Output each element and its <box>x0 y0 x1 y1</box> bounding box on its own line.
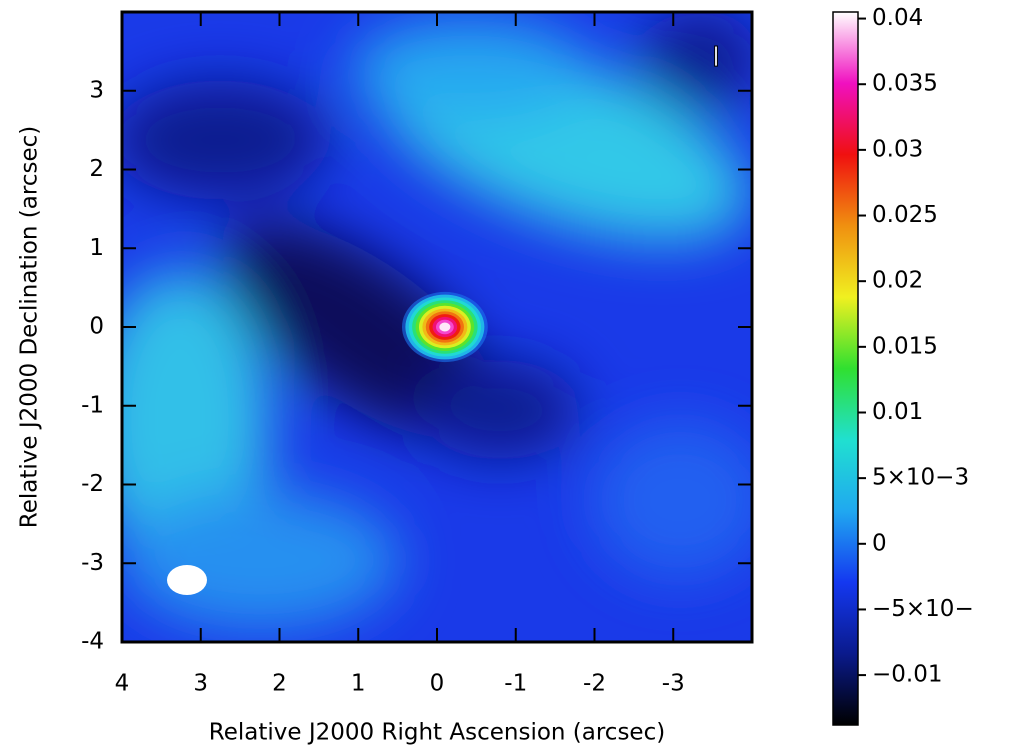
y-tick-label: 0 <box>89 314 104 340</box>
colorbar-tick-label: 0.015 <box>872 333 938 359</box>
colorbar-tick-label: 0.03 <box>872 136 923 162</box>
source-group <box>401 291 488 363</box>
x-tick-label: 0 <box>430 671 445 697</box>
colorbar-tick-label: 5×10−3 <box>872 465 969 491</box>
colorbar-tick-label: 0.04 <box>872 5 923 31</box>
y-tick-label: -3 <box>81 550 104 576</box>
colorbar-tick-label: 0.025 <box>872 202 938 228</box>
y-tick-label: 2 <box>89 156 104 182</box>
colorbar <box>832 11 859 726</box>
y-axis-label: Relative J2000 Declination (arcsec) <box>17 126 43 528</box>
colorbar-tick-label: 0.035 <box>872 71 938 97</box>
colorbar-tick-label: 0 <box>872 530 887 556</box>
x-tick-label: 4 <box>115 671 130 697</box>
stokes-label: I <box>712 40 720 73</box>
colorbar-tick-label: −5×10− <box>872 596 974 622</box>
colorbar-tick-label: 0.02 <box>872 268 923 294</box>
x-tick-label: -1 <box>504 671 527 697</box>
colorbar-tick-label: 0.01 <box>872 399 923 425</box>
beam <box>167 565 207 595</box>
y-tick-label: -4 <box>81 629 104 655</box>
x-tick-label: -3 <box>662 671 685 697</box>
y-tick-label: -1 <box>81 392 104 418</box>
image-background <box>122 12 752 642</box>
source-peak <box>439 322 451 332</box>
x-tick-label: 2 <box>272 671 287 697</box>
colorbar-tick-label: −0.01 <box>872 662 942 688</box>
x-tick-label: 3 <box>193 671 208 697</box>
x-tick-label: -2 <box>583 671 606 697</box>
x-axis-label: Relative J2000 Right Ascension (arcsec) <box>209 720 665 746</box>
y-tick-label: -2 <box>81 471 104 497</box>
x-tick-label: 1 <box>351 671 366 697</box>
y-tick-label: 1 <box>89 235 104 261</box>
y-tick-label: 3 <box>89 77 104 103</box>
